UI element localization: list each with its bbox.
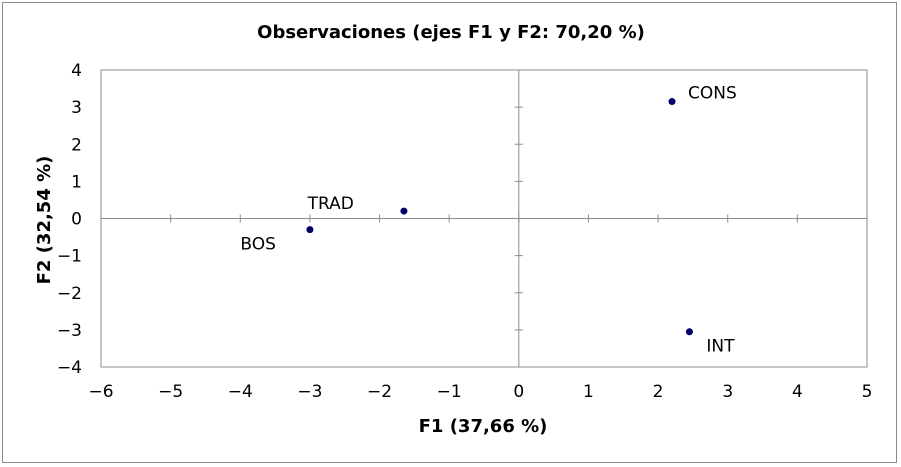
x-axis-title: F1 (37,66 %) bbox=[419, 416, 548, 437]
data-point-trad bbox=[400, 207, 408, 215]
data-point-bos bbox=[306, 226, 314, 234]
point-label-int: INT bbox=[706, 337, 735, 357]
points-group: CONS TRAD BOS INT bbox=[240, 84, 736, 357]
x-tick-label: −1 bbox=[437, 382, 462, 402]
point-label-bos: BOS bbox=[240, 235, 276, 255]
x-tick-label: −3 bbox=[297, 382, 322, 402]
x-tick-label: 4 bbox=[792, 382, 803, 402]
x-tick-label: −5 bbox=[158, 382, 183, 402]
x-tick-label: 5 bbox=[862, 382, 873, 402]
chart-title: Observaciones (ejes F1 y F2: 70,20 %) bbox=[257, 22, 645, 43]
tick-labels-group: −6 −5 −4 −3 −2 −1 0 1 2 3 4 5 −4 −3 −2 −1 0 1 2 3 4 bbox=[57, 61, 872, 402]
data-point-cons bbox=[668, 98, 676, 106]
y-tick-label: 0 bbox=[71, 210, 82, 230]
y-tick-label: −3 bbox=[57, 321, 82, 341]
y-tick-label: 1 bbox=[71, 172, 82, 192]
x-tick-label: 0 bbox=[513, 382, 524, 402]
point-label-cons: CONS bbox=[688, 84, 737, 104]
point-label-trad: TRAD bbox=[307, 194, 354, 214]
y-tick-label: 2 bbox=[71, 135, 82, 155]
y-tick-label: −4 bbox=[57, 358, 82, 378]
y-tick-label: 4 bbox=[71, 61, 82, 81]
data-point-int bbox=[685, 328, 693, 336]
x-tick-label: −6 bbox=[88, 382, 113, 402]
axes-group bbox=[100, 69, 868, 368]
x-tick-label: −4 bbox=[228, 382, 253, 402]
x-tick-label: 3 bbox=[722, 382, 733, 402]
y-tick-label: −2 bbox=[57, 284, 82, 304]
y-tick-label: 3 bbox=[71, 98, 82, 118]
y-tick-label: −1 bbox=[57, 247, 82, 267]
x-tick-label: −2 bbox=[367, 382, 392, 402]
x-tick-label: 1 bbox=[583, 382, 594, 402]
x-tick-label: 2 bbox=[653, 382, 664, 402]
y-axis-title: F2 (32,54 %) bbox=[34, 156, 55, 285]
